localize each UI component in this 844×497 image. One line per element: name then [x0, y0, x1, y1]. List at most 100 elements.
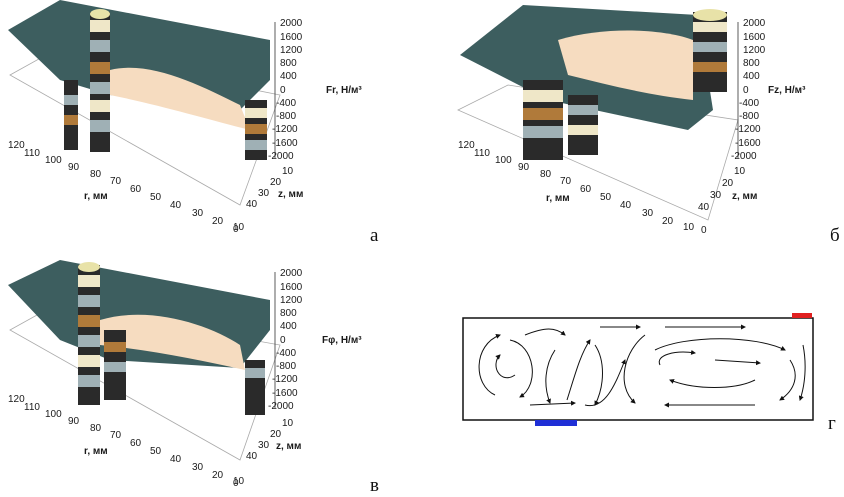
r-axis-label: r, мм [84, 446, 108, 457]
surface-fr-svg: 2000 1600 1200 800 400 0 -400 -800 -1200… [8, 0, 362, 235]
r-tick: 60 [130, 438, 142, 449]
depth-tick: 10 [282, 166, 294, 177]
surface-cream [100, 314, 245, 370]
depth-tick: 30 [710, 190, 722, 201]
z-tick: 800 [743, 58, 760, 69]
r-axis-label: r, мм [84, 191, 108, 202]
streamline-svg [462, 313, 814, 426]
z-tick-labels: 2000 1600 1200 800 400 0 -400 -800 -1200… [268, 268, 303, 412]
r-tick-labels: 120 110 100 90 80 70 60 50 40 30 20 10 [8, 394, 245, 487]
z-tick-labels: 2000 1600 1200 800 400 0 -400 -800 -1200… [268, 18, 303, 162]
peak-column-left [78, 262, 100, 405]
z-tick: 1200 [280, 295, 303, 306]
z-tick: -1600 [272, 138, 298, 149]
r-tick: 60 [130, 184, 142, 195]
r-tick: 60 [580, 184, 592, 195]
r-tick: 50 [600, 192, 612, 203]
r-tick: 110 [24, 148, 40, 159]
r-tick: 40 [170, 200, 182, 211]
r-tick: 10 [233, 222, 245, 233]
z-tick: 0 [280, 85, 286, 96]
dip-column-mid [104, 330, 126, 400]
r-tick: 90 [518, 162, 530, 173]
surface-plot-fr: 2000 1600 1200 800 400 0 -400 -800 -1200… [0, 0, 362, 240]
z-tick: -800 [739, 111, 759, 122]
r-tick: 120 [8, 140, 25, 151]
z-tick: 1200 [280, 45, 303, 56]
streamline [584, 359, 626, 407]
depth-tick: 10 [734, 166, 746, 177]
r-tick: 110 [24, 402, 40, 413]
r-tick: 100 [495, 155, 512, 166]
streamline [594, 344, 603, 406]
r-tick-labels: 120 110 100 90 80 70 60 50 40 30 20 10 [458, 140, 695, 233]
r-tick: 80 [90, 169, 102, 180]
r-tick: 30 [192, 462, 204, 473]
z-tick: -1200 [735, 124, 761, 135]
peak-column-right [693, 9, 727, 92]
r-tick: 10 [683, 222, 695, 233]
z-tick: 400 [743, 71, 760, 82]
depth-tick: 20 [270, 429, 282, 440]
dip-column-mid [568, 95, 598, 155]
streamline [623, 334, 646, 404]
dip-column-left [523, 80, 563, 160]
r-tick: 90 [68, 162, 80, 173]
depth-tick: 40 [246, 199, 258, 210]
depth-tick-labels: 10 20 30 40 [246, 418, 294, 462]
z-tick: -800 [276, 111, 296, 122]
r-tick: 120 [458, 140, 475, 151]
z-tick: -400 [739, 98, 759, 109]
surface-plot-fphi: 2000 1600 1200 800 400 0 -400 -800 -1200… [0, 250, 362, 497]
r-tick: 120 [8, 394, 25, 405]
r-tick-labels: 120 110 100 90 80 70 60 50 40 30 20 10 [8, 140, 245, 233]
surface-cream [558, 30, 693, 101]
r-tick: 90 [68, 416, 80, 427]
streamline [798, 344, 806, 401]
r-tick: 100 [45, 155, 62, 166]
z-tick: 1600 [280, 32, 303, 43]
depth-tick: 10 [282, 418, 294, 429]
z-tick: 400 [280, 71, 297, 82]
r-tick: 70 [110, 430, 122, 441]
z-axis-label: Fφ, Н/м³ [322, 335, 362, 346]
r-tick: 10 [233, 476, 245, 487]
r-tick: 100 [45, 409, 62, 420]
z-tick: -400 [276, 98, 296, 109]
streamline [566, 339, 591, 401]
r-tick-zero: 0 [233, 478, 239, 489]
z-tick: 800 [280, 308, 297, 319]
r-tick: 20 [212, 470, 224, 481]
streamline [509, 339, 533, 398]
r-tick-zero: 0 [701, 225, 707, 236]
z-tick: 2000 [743, 18, 766, 29]
r-tick: 50 [150, 446, 162, 457]
z-axis-label: Fz, Н/м³ [768, 85, 806, 96]
depth-tick: 40 [246, 451, 258, 462]
r-tick: 70 [110, 176, 122, 187]
depth-tick: 30 [258, 440, 270, 451]
z-tick: -1200 [272, 374, 298, 385]
streamline [714, 359, 761, 366]
streamline [654, 338, 786, 351]
z-tick: -1200 [272, 124, 298, 135]
z-tick: -800 [276, 361, 296, 372]
surface-fphi-svg: 2000 1600 1200 800 400 0 -400 -800 -1200… [8, 260, 362, 489]
z-tick: 1200 [743, 45, 766, 56]
cell-boundary [462, 317, 814, 421]
streamline [529, 400, 576, 406]
surface-plot-fz: 2000 1600 1200 800 400 0 -400 -800 -1200… [438, 0, 806, 240]
depth-tick-labels: 10 20 30 40 [698, 166, 746, 213]
dip-column-right [245, 100, 267, 160]
electrode-top [792, 313, 812, 318]
surface-fz-svg: 2000 1600 1200 800 400 0 -400 -800 -1200… [457, 5, 806, 236]
streamlines [478, 324, 806, 408]
streamline [495, 354, 516, 378]
r-tick: 50 [150, 192, 162, 203]
depth-tick: 20 [722, 178, 734, 189]
dip-column-left [64, 80, 78, 150]
z-axis-label: Fr, Н/м³ [326, 85, 362, 96]
z-tick: -1600 [272, 388, 298, 399]
depth-tick: 30 [258, 188, 270, 199]
depth-tick-labels: 10 20 30 40 [246, 166, 294, 210]
